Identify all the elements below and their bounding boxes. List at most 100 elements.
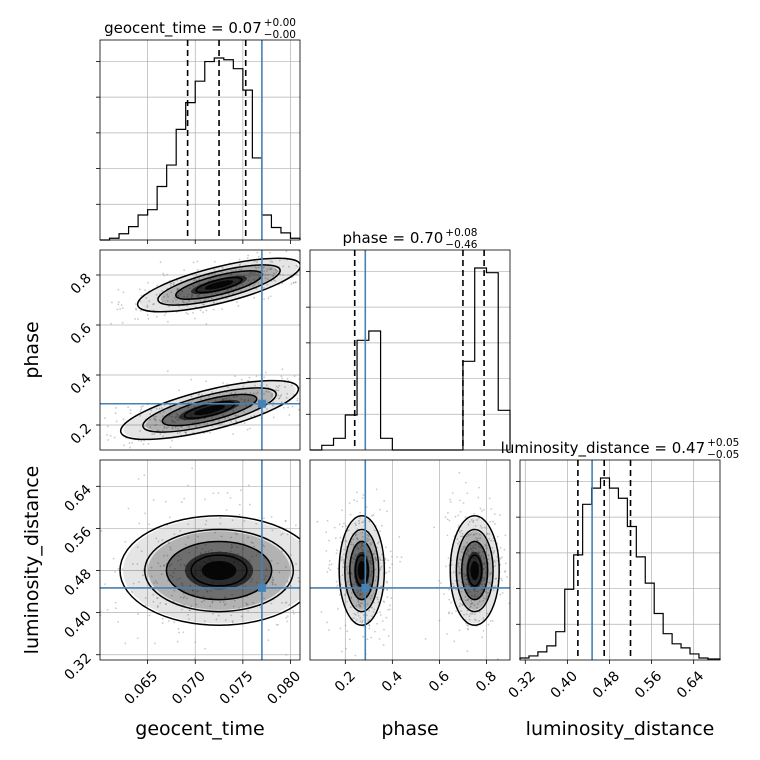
sample-point: [176, 640, 179, 643]
sample-point: [459, 572, 461, 575]
sample-point: [356, 491, 358, 494]
sample-point: [381, 559, 384, 562]
sample-point: [183, 269, 186, 272]
sample-point: [242, 385, 245, 388]
sample-point: [469, 590, 472, 593]
sample-point: [163, 421, 166, 423]
sample-point: [348, 502, 351, 504]
sample-point: [123, 444, 125, 447]
sample-point: [379, 611, 381, 614]
sample-point: [482, 600, 485, 602]
sample-point: [386, 588, 389, 591]
sample-point: [187, 299, 190, 302]
sample-point: [493, 559, 496, 562]
sample-point: [466, 650, 469, 653]
sample-point: [197, 528, 200, 531]
sample-point: [347, 565, 350, 568]
sample-point: [444, 516, 447, 519]
sample-point: [329, 578, 331, 580]
sample-point: [342, 562, 345, 565]
sample-point: [463, 575, 466, 578]
sample-point: [362, 549, 365, 552]
sample-point: [245, 603, 248, 606]
sample-point: [448, 598, 451, 601]
sample-point: [255, 267, 258, 270]
sample-point: [316, 535, 318, 537]
sample-point: [294, 524, 297, 527]
sample-point: [208, 395, 211, 397]
sample-point: [134, 303, 137, 305]
sample-point: [478, 546, 481, 549]
sample-point: [238, 513, 241, 516]
sample-point: [247, 254, 250, 257]
sample-point: [482, 568, 485, 571]
sample-point: [353, 612, 356, 615]
sample-point: [334, 537, 337, 540]
sample-point: [465, 574, 467, 577]
sample-point: [462, 547, 465, 550]
sample-point: [446, 633, 448, 635]
sample-point: [209, 431, 211, 434]
sample-point: [169, 407, 172, 410]
x-tick-label: 0.065: [122, 668, 162, 708]
sample-point: [466, 548, 469, 551]
sample-point: [366, 555, 369, 558]
sample-point: [113, 436, 116, 439]
sample-point: [446, 534, 449, 537]
sample-point: [144, 512, 147, 515]
sample-point: [298, 580, 300, 583]
sample-point: [339, 536, 342, 539]
sample-point: [293, 375, 296, 378]
sample-point: [205, 380, 207, 383]
sample-point: [448, 611, 451, 614]
sample-point: [137, 318, 139, 321]
sample-point: [462, 563, 465, 566]
sample-point: [149, 413, 152, 415]
sample-point: [452, 571, 455, 574]
sample-point: [127, 507, 130, 510]
x-tick-label: 0.64: [674, 668, 707, 701]
sample-point: [267, 629, 270, 631]
sample-point: [234, 414, 237, 417]
sample-point: [329, 391, 331, 393]
sample-point: [374, 555, 376, 558]
sample-point: [163, 274, 165, 277]
sample-point: [356, 500, 358, 503]
sample-point: [196, 295, 198, 297]
sample-point: [470, 548, 472, 551]
sample-point: [171, 426, 174, 429]
sample-point: [183, 563, 186, 566]
sample-point: [274, 280, 277, 282]
sample-point: [484, 544, 487, 546]
sample-point: [193, 279, 195, 282]
sample-point: [282, 265, 285, 268]
sample-point: [232, 433, 235, 435]
sample-point: [345, 647, 348, 650]
sample-point: [180, 501, 183, 503]
sample-point: [325, 253, 327, 255]
sample-point: [52, 513, 54, 515]
sample-point: [129, 409, 132, 412]
sample-point: [487, 623, 490, 626]
sample-point: [249, 392, 252, 394]
sample-point: [297, 266, 299, 268]
sample-point: [353, 499, 356, 502]
sample-point: [122, 291, 125, 294]
sample-point: [354, 581, 356, 584]
plot-area: [310, 460, 510, 660]
hist-panel-luminosity_distance-marginal: luminosity_distance = 0.47 +0.05−0.05: [501, 437, 739, 664]
sample-point: [359, 511, 362, 514]
sample-point: [247, 610, 249, 612]
sample-point: [142, 574, 144, 577]
x-axis-label-geocent_time: geocent_time: [135, 718, 264, 740]
sample-point: [181, 582, 184, 585]
sample-point: [217, 614, 220, 617]
sample-point: [316, 520, 319, 523]
sample-point: [473, 613, 476, 616]
sample-point: [345, 525, 347, 527]
sample-point: [256, 391, 259, 394]
density-level-4: [470, 560, 479, 581]
sample-point: [357, 614, 360, 617]
sample-point: [271, 578, 274, 581]
sample-point: [205, 519, 208, 522]
